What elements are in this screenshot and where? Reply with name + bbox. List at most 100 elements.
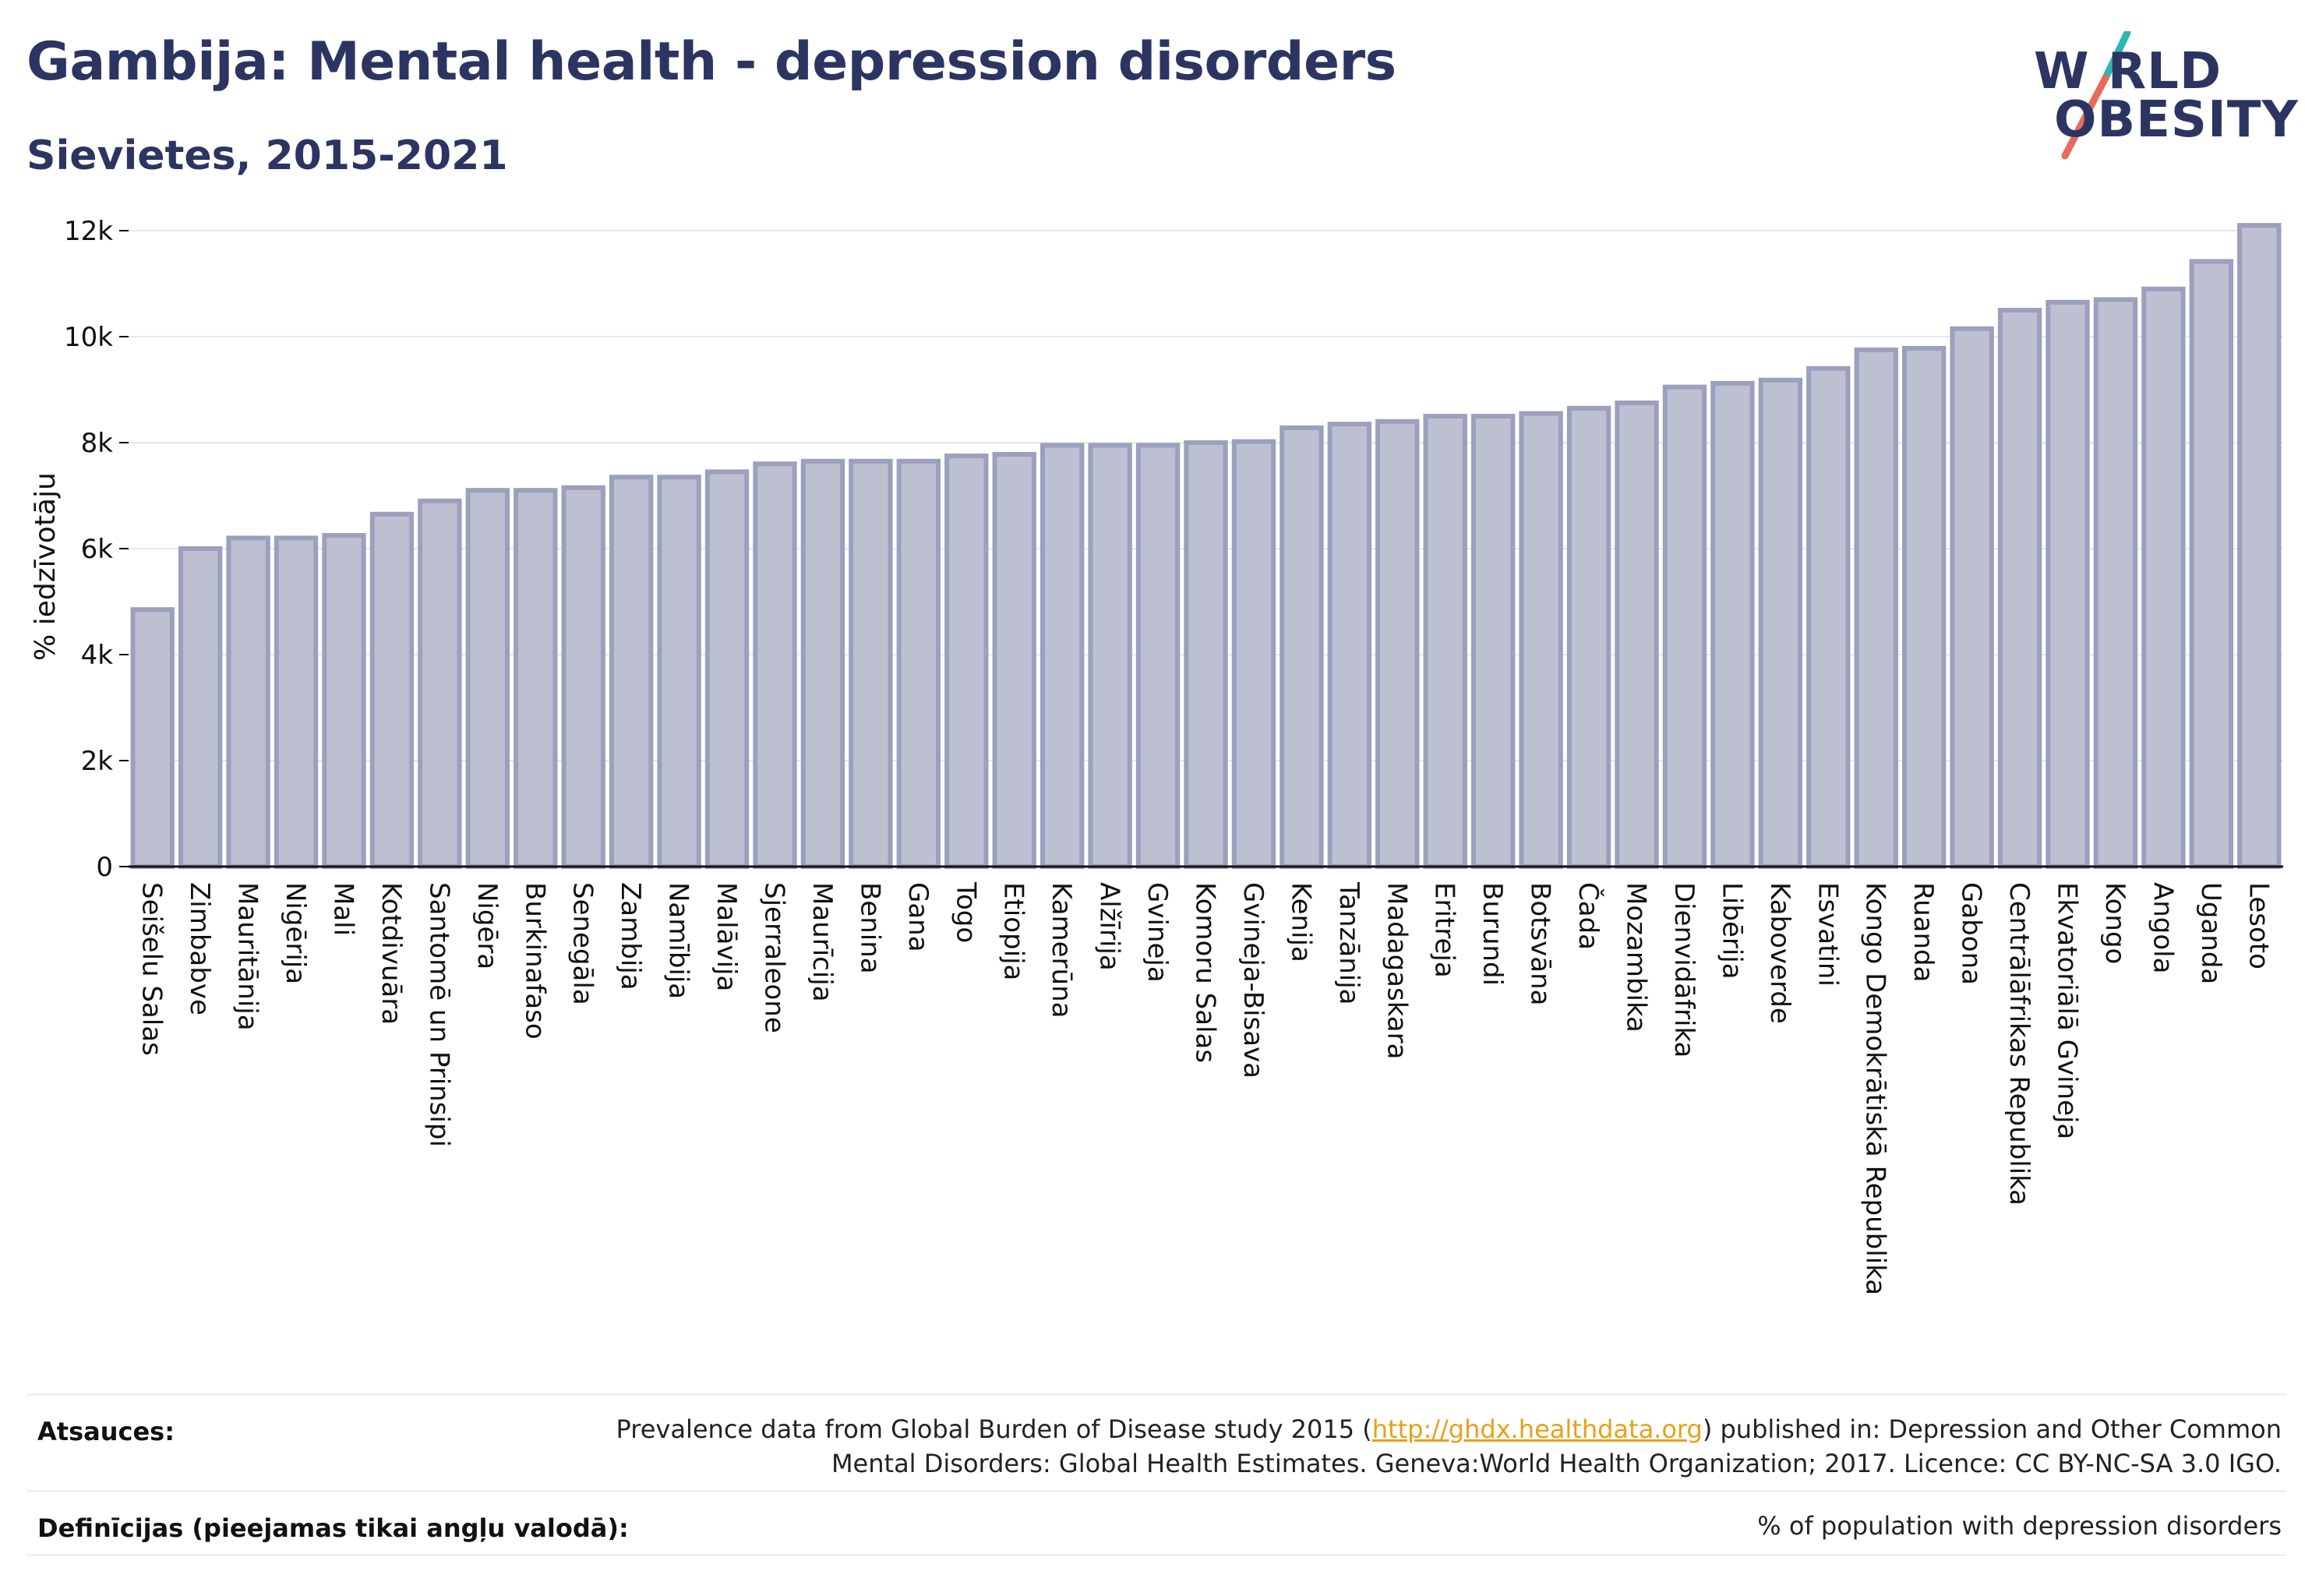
- bar[interactable]: [1423, 414, 1467, 869]
- x-tick-label: Sjerraleone: [759, 882, 790, 1033]
- bar[interactable]: [753, 461, 797, 869]
- x-tick-label: Ekvatoriālā Gvineja: [2052, 882, 2083, 1139]
- sources-link[interactable]: http://ghdx.healthdata.org: [1371, 1414, 1703, 1444]
- bar[interactable]: [2046, 299, 2090, 870]
- x-tick-label: Mauritānija: [232, 882, 263, 1031]
- x-tick-label: Nigērija: [280, 882, 311, 984]
- y-axis-label: % iedzīvotāju: [30, 472, 62, 661]
- x-tick-label: Benina: [854, 882, 885, 974]
- y-tick-label: 12k: [64, 216, 113, 247]
- bar[interactable]: [274, 535, 319, 869]
- sources-text-part2: ) published in: Depression and Other Com…: [1702, 1414, 2282, 1444]
- x-tick-label: Madagaskara: [1381, 882, 1412, 1059]
- x-tick-label: Kongo Demokrātiskā Republika: [1860, 882, 1891, 1295]
- bar[interactable]: [1710, 380, 1755, 869]
- x-tick-label: Mali: [328, 882, 359, 936]
- bar[interactable]: [514, 488, 558, 869]
- sources-text-part3: Mental Disorders: Global Health Estimate…: [831, 1449, 2282, 1478]
- x-tick-label: Burundi: [1477, 882, 1508, 986]
- bar[interactable]: [2141, 286, 2186, 870]
- bar[interactable]: [561, 485, 605, 869]
- x-tick-label: Dienvidāfrika: [1668, 882, 1700, 1058]
- y-tick-label: 10k: [64, 322, 113, 353]
- bar[interactable]: [992, 451, 1036, 869]
- bar[interactable]: [418, 498, 462, 869]
- bar[interactable]: [1806, 365, 1851, 870]
- x-tick-label: Gabona: [1956, 882, 1987, 985]
- bar[interactable]: [322, 533, 366, 869]
- bar-chart: 0 2k 4k 6k 8k 10k 12k Seišelu Salas Zimbabve Mau…: [30, 216, 2283, 1295]
- x-tick-label: Uganda: [2195, 882, 2226, 984]
- bar[interactable]: [178, 546, 223, 869]
- bar[interactable]: [1662, 384, 1707, 870]
- x-tick-label: Alžīrija: [1094, 882, 1125, 971]
- bar[interactable]: [2237, 223, 2282, 869]
- x-tick-label: Komoru Salas: [1190, 882, 1221, 1063]
- bar[interactable]: [1566, 405, 1611, 869]
- x-tick-label: Kaboverde: [1764, 882, 1795, 1024]
- bar[interactable]: [944, 454, 989, 869]
- bar[interactable]: [1615, 401, 1659, 869]
- x-tick-label: Čada: [1573, 882, 1604, 950]
- bar[interactable]: [1375, 418, 1420, 869]
- bar[interactable]: [896, 458, 941, 869]
- bar[interactable]: [2093, 297, 2138, 869]
- bar[interactable]: [1470, 414, 1516, 869]
- bar[interactable]: [465, 488, 510, 869]
- bar[interactable]: [1950, 326, 1994, 870]
- x-tick-label: Eritreja: [1429, 882, 1460, 978]
- bar[interactable]: [1231, 439, 1276, 869]
- bar[interactable]: [849, 458, 893, 869]
- y-tick-label: 4k: [81, 640, 114, 671]
- x-tick-label: Botsvāna: [1525, 882, 1556, 1006]
- sources-label: Atsauces:: [37, 1417, 175, 1446]
- chart-subtitle: Sievietes, 2015-2021: [26, 132, 508, 179]
- x-tick-label: Nigēra: [471, 882, 503, 969]
- bar[interactable]: [1901, 345, 1947, 869]
- bar[interactable]: [704, 469, 750, 869]
- footer-divider-top: [26, 1393, 2286, 1396]
- x-tick-label: Gana: [902, 882, 934, 952]
- bar[interactable]: [657, 475, 701, 869]
- x-tick-label: Kongo: [2099, 882, 2130, 964]
- bar[interactable]: [1040, 443, 1085, 869]
- bar[interactable]: [1854, 348, 1898, 869]
- x-tick-label: Kamerūna: [1046, 882, 1077, 1018]
- bar[interactable]: [800, 458, 845, 869]
- x-tick-label: Senegāla: [567, 882, 598, 1005]
- x-tick-label: Kenija: [1285, 882, 1316, 962]
- y-tick-labels: 0 2k 4k 6k 8k 10k 12k: [64, 216, 129, 883]
- x-tick-label: Ruanda: [1908, 882, 1939, 982]
- x-tick-label: Lesoto: [2243, 882, 2274, 969]
- x-tick-label: Zimbabve: [184, 882, 215, 1015]
- bar[interactable]: [226, 535, 270, 869]
- sources-text: Prevalence data from Global Burden of Di…: [616, 1412, 2282, 1481]
- y-tick-label: 6k: [81, 534, 114, 565]
- bar[interactable]: [1135, 443, 1181, 869]
- bar[interactable]: [130, 607, 175, 869]
- world-obesity-logo: W RLD OBESITY: [2034, 31, 2298, 171]
- bar[interactable]: [609, 475, 654, 869]
- x-tick-label: Burkinafaso: [519, 882, 550, 1040]
- bar[interactable]: [1088, 443, 1132, 869]
- x-tick-label: Kotdivuāra: [376, 882, 407, 1025]
- chart-title: Gambija: Mental health - depression diso…: [26, 31, 1396, 93]
- bar[interactable]: [1519, 411, 1563, 870]
- bar[interactable]: [1758, 377, 1803, 869]
- definitions-text: % of population with depression disorder…: [1757, 1511, 2282, 1541]
- bars: [130, 223, 2282, 870]
- x-tick-labels: Seišelu Salas Zimbabve Mauritānija Nigērija…: [136, 881, 2275, 1295]
- bar[interactable]: [1280, 425, 1324, 869]
- x-tick-label: Maurīcija: [807, 882, 838, 1002]
- x-tick-label: Zambija: [615, 882, 646, 990]
- x-tick-label: Seišelu Salas: [136, 882, 168, 1056]
- x-tick-label: Malāvija: [711, 882, 742, 991]
- bar[interactable]: [1184, 440, 1228, 869]
- x-tick-label: Gvineja: [1142, 882, 1173, 983]
- x-tick-label: Santomē un Prinsipi: [423, 882, 454, 1147]
- bar[interactable]: [1327, 422, 1372, 869]
- bar[interactable]: [1997, 308, 2042, 869]
- x-tick-label: Libērija: [1716, 882, 1747, 980]
- bar[interactable]: [369, 511, 415, 869]
- bar[interactable]: [2189, 259, 2234, 869]
